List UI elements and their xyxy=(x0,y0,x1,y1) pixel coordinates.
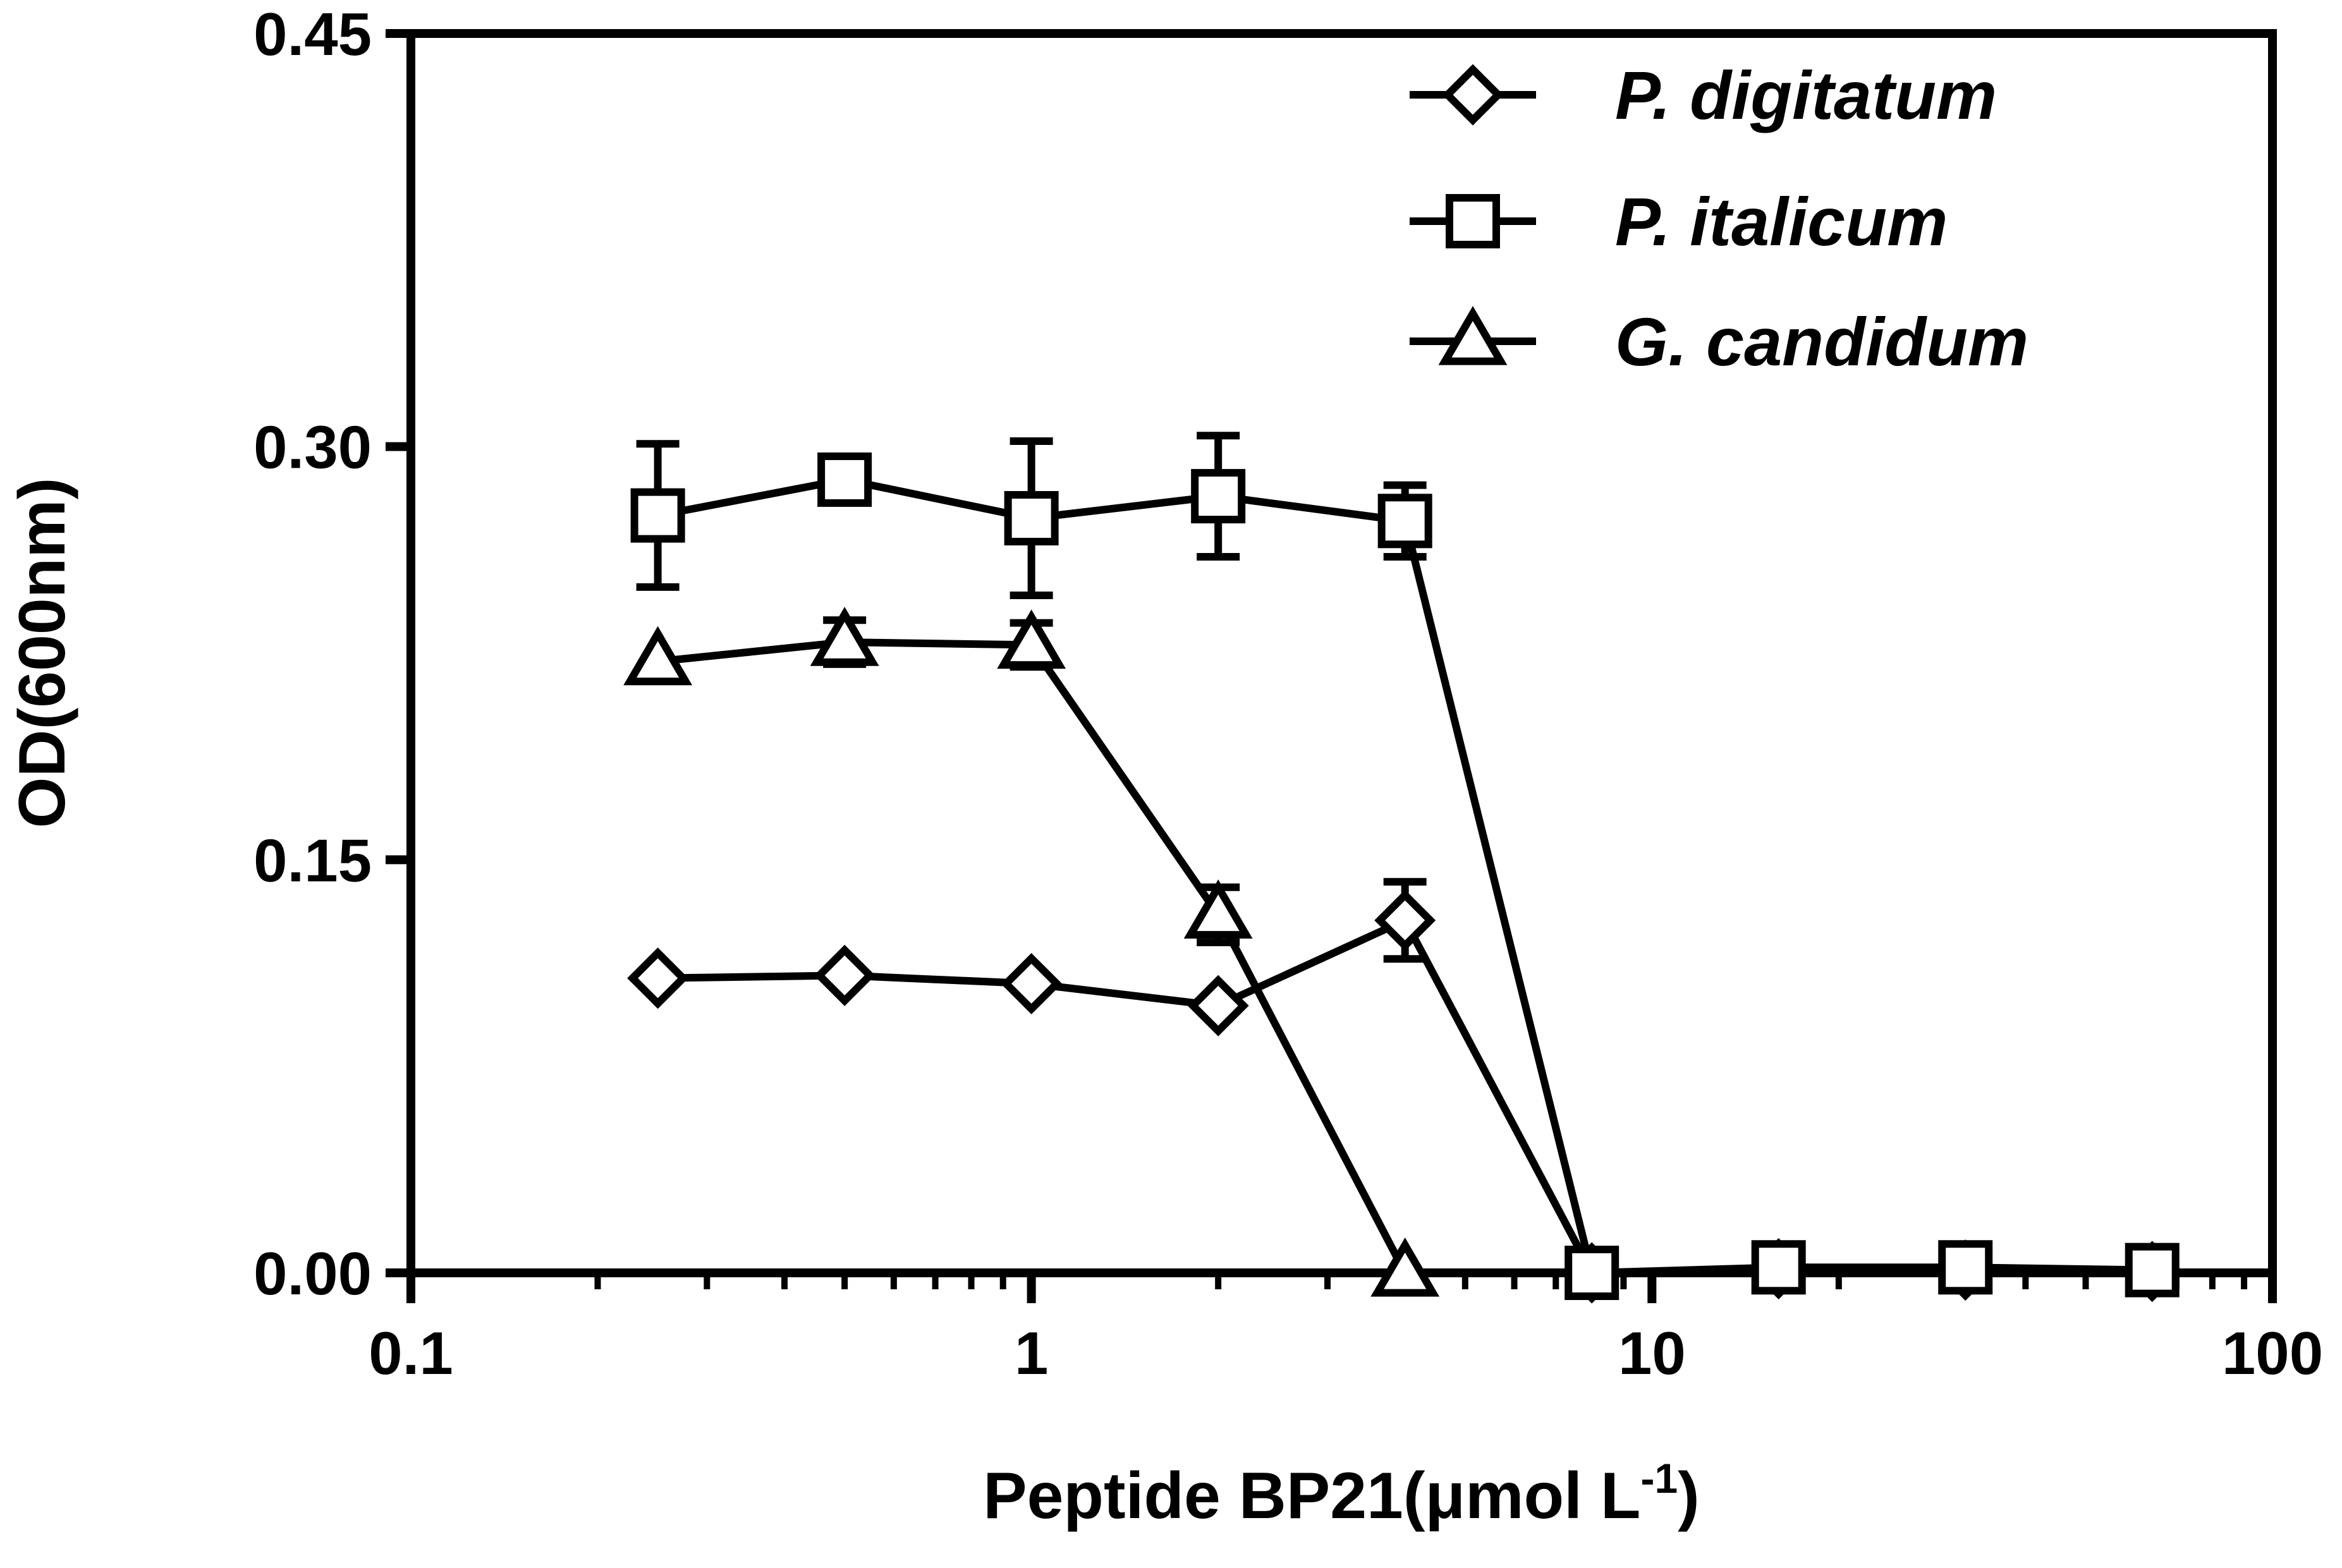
diamond-marker xyxy=(1001,952,1063,1014)
x-axis-title-main: Peptide BP21(μmol L xyxy=(983,1459,1640,1533)
triangle-marker xyxy=(810,607,879,666)
x-tick-label: 10 xyxy=(1618,1320,1686,1387)
square-marker xyxy=(1191,469,1246,524)
y-tick-label: 0.00 xyxy=(253,1240,372,1308)
diamond-marker xyxy=(1187,975,1249,1036)
x-axis-title: Peptide BP21(μmol L-1) xyxy=(983,1455,1700,1533)
x-tick-label: 0.1 xyxy=(369,1320,453,1387)
legend-item: G. candidum xyxy=(1410,303,2028,380)
square-marker xyxy=(1377,494,1432,549)
y-tick-label: 0.30 xyxy=(253,414,372,482)
x-tick-label: 100 xyxy=(2222,1320,2323,1387)
diamond-marker xyxy=(814,944,875,1006)
x-axis-title-suffix: ) xyxy=(1678,1459,1700,1533)
legend-label: G. candidum xyxy=(1615,303,2028,380)
triangle-marker xyxy=(997,609,1066,669)
y-tick-label: 0.45 xyxy=(253,1,372,68)
x-axis-title-superscript: -1 xyxy=(1640,1455,1678,1502)
triangle-marker xyxy=(1370,1237,1440,1297)
diamond-marker xyxy=(1374,889,1436,951)
legend-item: P. digitatum xyxy=(1410,57,1997,133)
legend-item: P. italicum xyxy=(1410,183,1948,260)
y-axis-title: OD(600nm) xyxy=(6,478,79,829)
square-marker xyxy=(1938,1240,1993,1295)
y-axis-ticks: 0.00 0.15 0.30 0.45 xyxy=(253,1,411,1308)
square-marker xyxy=(2125,1243,2180,1298)
series-line xyxy=(657,476,2152,1277)
diamond-marker xyxy=(1442,64,1504,126)
legend: P. digitatum P. italicum G. candidum xyxy=(1410,57,2028,380)
series-triangle xyxy=(623,607,1440,1297)
square-marker xyxy=(1751,1240,1806,1295)
legend-label: P. italicum xyxy=(1615,183,1948,260)
series-line xyxy=(657,916,2152,1277)
x-tick-label: 1 xyxy=(1015,1320,1048,1387)
square-marker xyxy=(1564,1246,1619,1300)
x-axis-ticks: 0.1 1 10 100 xyxy=(369,1273,2323,1387)
series-layer xyxy=(623,432,2183,1304)
legend-label: P. digitatum xyxy=(1615,57,1997,133)
y-tick-label: 0.15 xyxy=(253,827,372,894)
triangle-marker xyxy=(1438,306,1508,365)
square-marker xyxy=(1004,490,1059,545)
triangle-marker xyxy=(623,626,693,686)
series-diamond xyxy=(627,878,2183,1304)
triangle-marker xyxy=(1183,879,1253,939)
square-marker xyxy=(817,452,872,507)
square-marker xyxy=(1446,194,1500,248)
diamond-marker xyxy=(627,947,689,1009)
series-square xyxy=(630,432,2180,1300)
square-marker xyxy=(630,488,685,543)
plot-frame xyxy=(406,29,2277,1277)
